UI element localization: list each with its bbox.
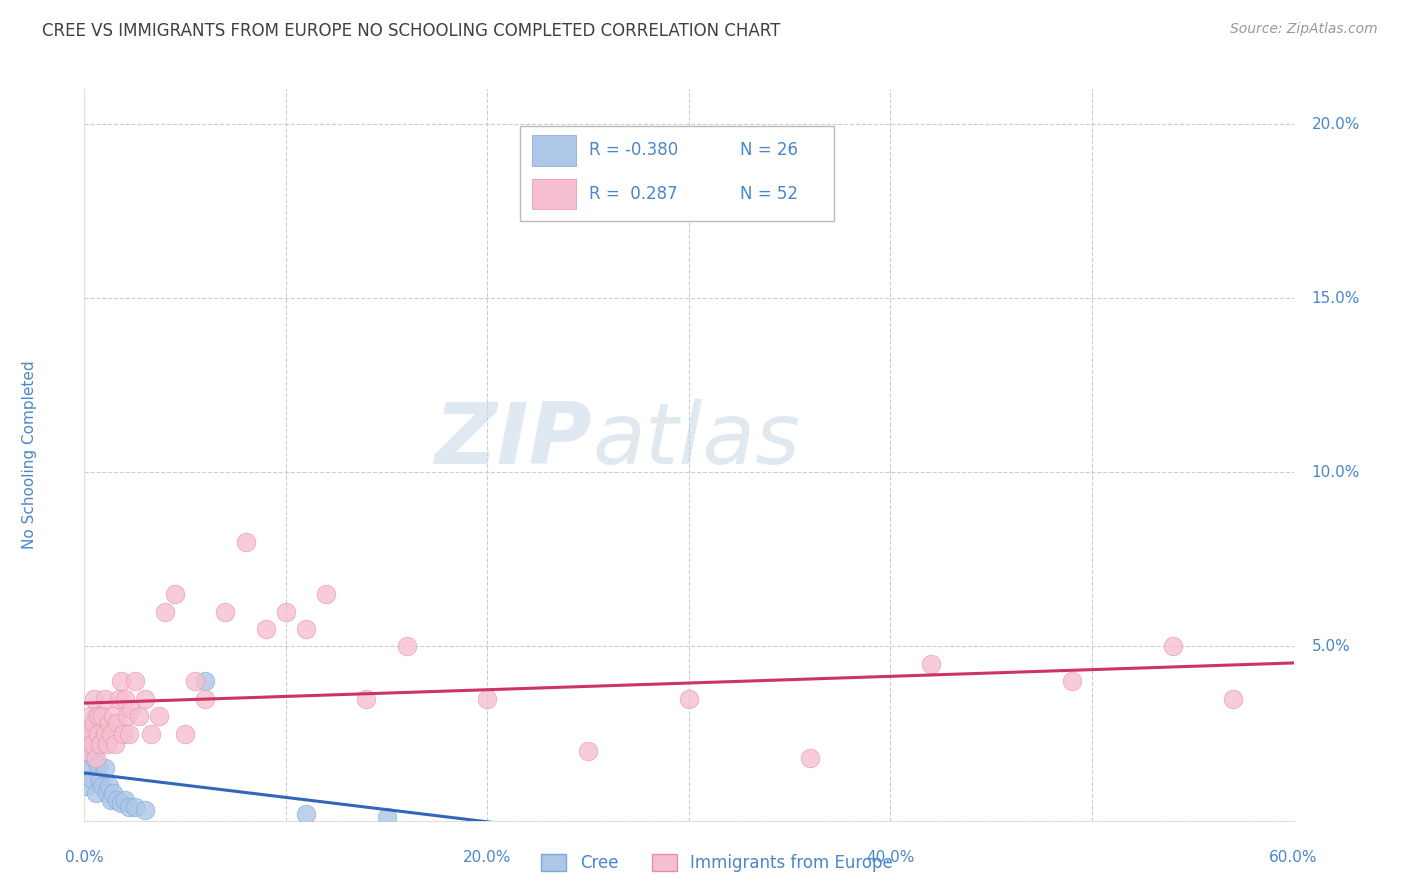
Point xyxy=(114,691,136,706)
Point xyxy=(194,691,217,706)
Text: ZIP: ZIP xyxy=(434,399,592,482)
Text: 0.0%: 0.0% xyxy=(65,850,104,865)
Text: 20.0%: 20.0% xyxy=(463,850,512,865)
Point xyxy=(96,737,118,751)
Point xyxy=(118,726,141,740)
Point xyxy=(111,726,134,740)
Point xyxy=(87,709,110,723)
Point xyxy=(678,691,700,706)
FancyBboxPatch shape xyxy=(520,126,834,221)
Point xyxy=(139,726,162,740)
Text: 60.0%: 60.0% xyxy=(1270,850,1317,865)
Point xyxy=(395,640,418,654)
Point xyxy=(101,709,124,723)
Point xyxy=(274,605,297,619)
Point xyxy=(75,779,97,793)
Text: 20.0%: 20.0% xyxy=(1312,117,1360,131)
Point xyxy=(105,716,128,731)
Point xyxy=(356,691,378,706)
Text: No Schooling Completed: No Schooling Completed xyxy=(22,360,38,549)
Point xyxy=(83,691,105,706)
Point xyxy=(79,726,101,740)
Point xyxy=(89,737,111,751)
Point xyxy=(254,622,277,636)
Point xyxy=(799,751,821,765)
Point xyxy=(97,716,120,731)
Point xyxy=(86,751,108,765)
Point xyxy=(89,772,111,786)
Text: N = 26: N = 26 xyxy=(740,142,797,160)
Point xyxy=(87,726,110,740)
Point xyxy=(91,779,114,793)
Point xyxy=(118,799,141,814)
Point xyxy=(83,751,105,765)
Point xyxy=(83,716,105,731)
Text: 5.0%: 5.0% xyxy=(1312,639,1350,654)
Point xyxy=(93,761,115,775)
Point xyxy=(87,758,110,772)
Point xyxy=(75,744,97,758)
Point xyxy=(96,786,118,800)
Text: 10.0%: 10.0% xyxy=(1312,465,1360,480)
Point xyxy=(165,587,187,601)
Point xyxy=(79,709,101,723)
Point xyxy=(115,709,138,723)
Text: Source: ZipAtlas.com: Source: ZipAtlas.com xyxy=(1230,22,1378,37)
Point xyxy=(1161,640,1184,654)
Point xyxy=(100,793,122,807)
Bar xyxy=(533,136,576,166)
Text: 15.0%: 15.0% xyxy=(1312,291,1360,306)
Point xyxy=(82,737,104,751)
Point xyxy=(86,786,108,800)
Point xyxy=(134,691,156,706)
Text: 40.0%: 40.0% xyxy=(866,850,915,865)
Text: N = 52: N = 52 xyxy=(740,186,797,203)
Point xyxy=(86,709,108,723)
Point xyxy=(194,674,217,689)
Point xyxy=(104,737,127,751)
Point xyxy=(91,709,114,723)
Point xyxy=(184,674,207,689)
Point xyxy=(214,605,236,619)
Text: R =  0.287: R = 0.287 xyxy=(589,186,678,203)
Point xyxy=(79,761,101,775)
Legend: Cree, Immigrants from Europe: Cree, Immigrants from Europe xyxy=(534,847,900,879)
Point xyxy=(77,726,100,740)
Point xyxy=(134,803,156,817)
Point xyxy=(1222,691,1244,706)
Point xyxy=(148,709,170,723)
Text: R = -0.380: R = -0.380 xyxy=(589,142,678,160)
Point xyxy=(82,772,104,786)
Point xyxy=(97,779,120,793)
Point xyxy=(110,674,132,689)
Point xyxy=(114,793,136,807)
Point xyxy=(124,674,146,689)
Point xyxy=(315,587,337,601)
Point xyxy=(576,744,599,758)
Point xyxy=(77,744,100,758)
Point xyxy=(105,793,128,807)
Point xyxy=(100,726,122,740)
Text: atlas: atlas xyxy=(592,399,800,482)
Point xyxy=(128,709,150,723)
Point xyxy=(477,691,499,706)
Point xyxy=(295,806,318,821)
Point xyxy=(82,737,104,751)
Text: CREE VS IMMIGRANTS FROM EUROPE NO SCHOOLING COMPLETED CORRELATION CHART: CREE VS IMMIGRANTS FROM EUROPE NO SCHOOL… xyxy=(42,22,780,40)
Point xyxy=(174,726,197,740)
Point xyxy=(295,622,318,636)
Point xyxy=(124,799,146,814)
Bar xyxy=(533,179,576,210)
Point xyxy=(235,535,257,549)
Point xyxy=(1060,674,1083,689)
Point xyxy=(920,657,942,671)
Point xyxy=(375,810,398,824)
Point xyxy=(110,796,132,810)
Point xyxy=(93,691,115,706)
Point xyxy=(107,691,129,706)
Point xyxy=(153,605,176,619)
Point xyxy=(101,786,124,800)
Point xyxy=(120,702,142,716)
Point xyxy=(93,726,115,740)
